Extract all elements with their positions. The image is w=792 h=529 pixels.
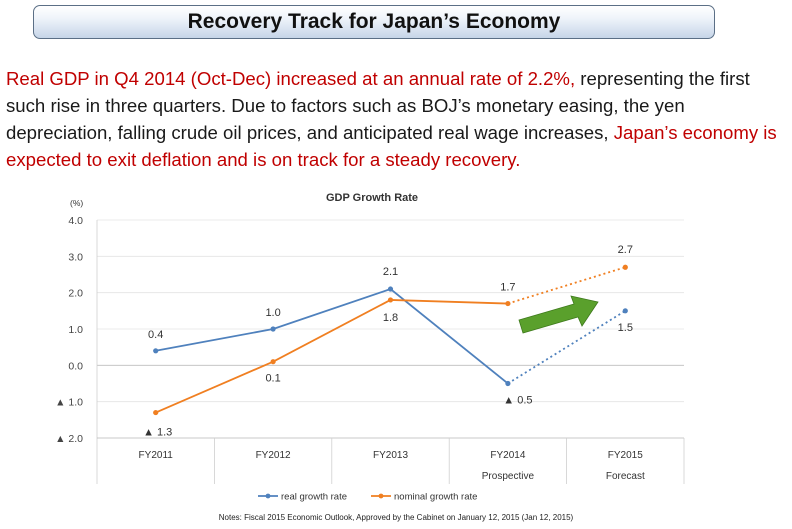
chart-legend: real growth rate nominal growth rate	[258, 492, 477, 503]
y-tick-label: 0.0	[68, 360, 83, 372]
data-point	[270, 326, 276, 332]
intro-highlight-recovery: Japan’s economy is expected to exit defl…	[6, 122, 777, 170]
y-axis-ticks: 4.0 3.0 2.0 1.0 0.0 ▲ 1.0 ▲ 2.0	[55, 215, 83, 445]
series-layer: 0.4 1.0 2.1 ▲ 0.5 1.5 ▲ 1.3 0.1 1.8 1.7 2.7	[143, 244, 633, 438]
intro-body: representing the first such rise in thre…	[6, 68, 750, 143]
x-tick-sublabel: Forecast	[606, 471, 645, 482]
x-tick-label: FY2013	[373, 450, 408, 461]
data-point	[505, 300, 511, 307]
series-projection-line	[507, 310, 626, 385]
data-point	[387, 297, 394, 303]
y-tick-label: ▲ 2.0	[55, 433, 83, 445]
data-point	[153, 409, 159, 416]
data-label: ▲ 1.3	[143, 427, 172, 439]
legend-label: real growth rate	[281, 492, 347, 503]
series-line	[155, 299, 508, 414]
intro-highlight-gdp: Real GDP in Q4 2014 (Oct-Dec) increased …	[6, 68, 576, 89]
data-label: 1.8	[383, 312, 398, 324]
x-tick-label: FY2014	[490, 450, 525, 461]
data-label: 0.4	[148, 329, 163, 341]
data-label: 2.7	[618, 244, 633, 256]
legend-label: nominal growth rate	[394, 492, 477, 503]
y-tick-label: 1.0	[68, 324, 83, 336]
x-tick-label: FY2015	[608, 450, 643, 461]
series-line	[155, 288, 509, 385]
data-point	[505, 380, 511, 387]
data-label: 2.1	[383, 266, 398, 278]
legend-marker	[378, 493, 384, 499]
chart-title: GDP Growth Rate	[326, 192, 418, 204]
y-tick-label: 3.0	[68, 251, 83, 263]
data-label: 1.0	[265, 307, 280, 319]
chart-grid	[96, 219, 685, 484]
series-real: 0.4 1.0 2.1 ▲ 0.5 1.5	[148, 266, 633, 406]
legend-item: real growth rate	[258, 492, 347, 503]
upward-trend-arrow-icon	[518, 295, 599, 334]
intro-paragraph: Real GDP in Q4 2014 (Oct-Dec) increased …	[6, 65, 788, 173]
gdp-growth-chart: GDP Growth Rate (%) 4.0 3.0 2.0 1.0 0.0 ▲ 1.0…	[55, 192, 685, 503]
legend-marker	[265, 493, 271, 499]
data-point	[622, 264, 628, 270]
y-axis-unit-label: (%)	[70, 198, 83, 208]
data-point	[622, 308, 628, 314]
x-tick-label: FY2011	[139, 450, 174, 461]
data-point	[153, 348, 159, 354]
y-tick-label: ▲ 1.0	[55, 397, 83, 409]
data-label: 1.7	[500, 282, 515, 294]
x-tick-label: FY2012	[256, 450, 291, 461]
data-label: 1.5	[618, 322, 633, 334]
y-tick-label: 2.0	[68, 288, 83, 300]
data-point	[387, 286, 394, 292]
y-tick-label: 4.0	[68, 215, 83, 227]
legend-item: nominal growth rate	[371, 492, 477, 503]
x-tick-sublabel: Prospective	[482, 471, 535, 482]
source-note: Notes: Fiscal 2015 Economic Outlook, App…	[218, 513, 574, 522]
page-title: Recovery Track for Japan’s Economy	[33, 5, 715, 39]
series-nominal: ▲ 1.3 0.1 1.8 1.7 2.7	[143, 244, 633, 438]
x-axis-labels: FY2011 FY2012 FY2013 FY2014 Prospective FY201…	[139, 450, 645, 482]
data-point	[270, 359, 276, 365]
data-label: ▲ 0.5	[503, 395, 532, 407]
series-projection-line	[507, 266, 626, 305]
data-label: 0.1	[265, 373, 280, 385]
